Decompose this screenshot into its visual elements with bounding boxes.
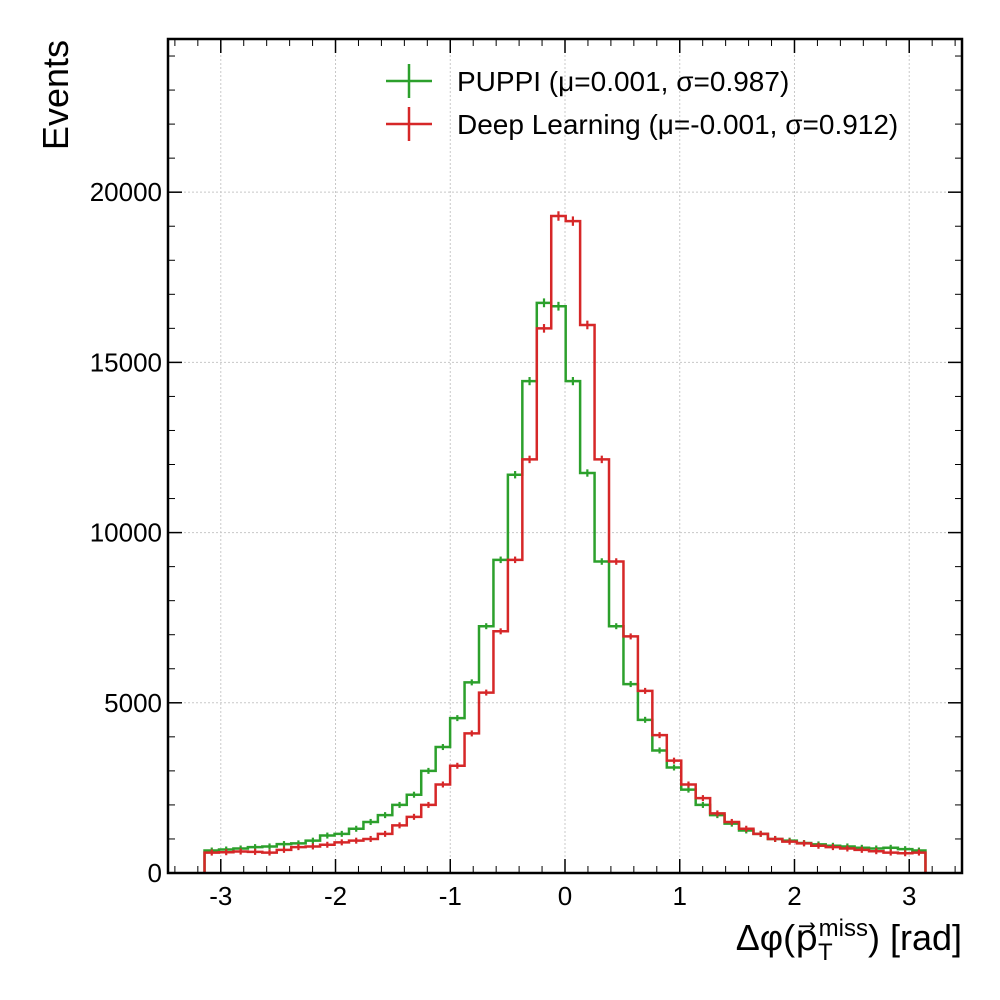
- y-axis-label: Events: [35, 40, 76, 150]
- series-layer: [203, 211, 927, 873]
- legend-label-puppi: PUPPI (μ=0.001, σ=0.987): [457, 66, 789, 97]
- axis-ticks: [168, 39, 962, 874]
- x-axis-label: Δφ(p⃗Tmiss) [rad]: [736, 915, 962, 966]
- series-step-line: [203, 214, 927, 873]
- series-1: [203, 211, 927, 873]
- legend-label-deep-learning: Deep Learning (μ=-0.001, σ=0.912): [457, 109, 898, 140]
- legend-entry-deep-learning: Deep Learning (μ=-0.001, σ=0.912): [386, 107, 898, 141]
- x-axis-label-superscript: miss: [819, 915, 868, 942]
- x-tick-label: -3: [209, 881, 232, 911]
- y-tick-label: 10000: [90, 518, 162, 548]
- x-tick-label: 1: [673, 881, 687, 911]
- x-tick-label: 3: [902, 881, 916, 911]
- y-tick-label: 5000: [104, 688, 162, 718]
- x-axis-label-suffix: ) [rad]: [868, 917, 962, 958]
- x-tick-label: -1: [439, 881, 462, 911]
- legend-entry-puppi: PUPPI (μ=0.001, σ=0.987): [386, 64, 789, 98]
- x-tick-label: 2: [787, 881, 801, 911]
- x-axis-label-subscript: T: [818, 939, 833, 966]
- y-tick-label: 20000: [90, 177, 162, 207]
- x-tick-label: 0: [558, 881, 572, 911]
- tick-labels: -3 -2 -1 0 1 2 3 0 5000 10000 15000 20000: [90, 177, 917, 911]
- x-tick-label: -2: [324, 881, 347, 911]
- y-tick-label: 15000: [90, 347, 162, 377]
- legend: PUPPI (μ=0.001, σ=0.987) Deep Learning (…: [386, 64, 898, 141]
- y-tick-label: 0: [148, 858, 162, 888]
- x-axis-label-main: Δφ(p⃗: [736, 917, 818, 958]
- grid-lines: [168, 39, 962, 874]
